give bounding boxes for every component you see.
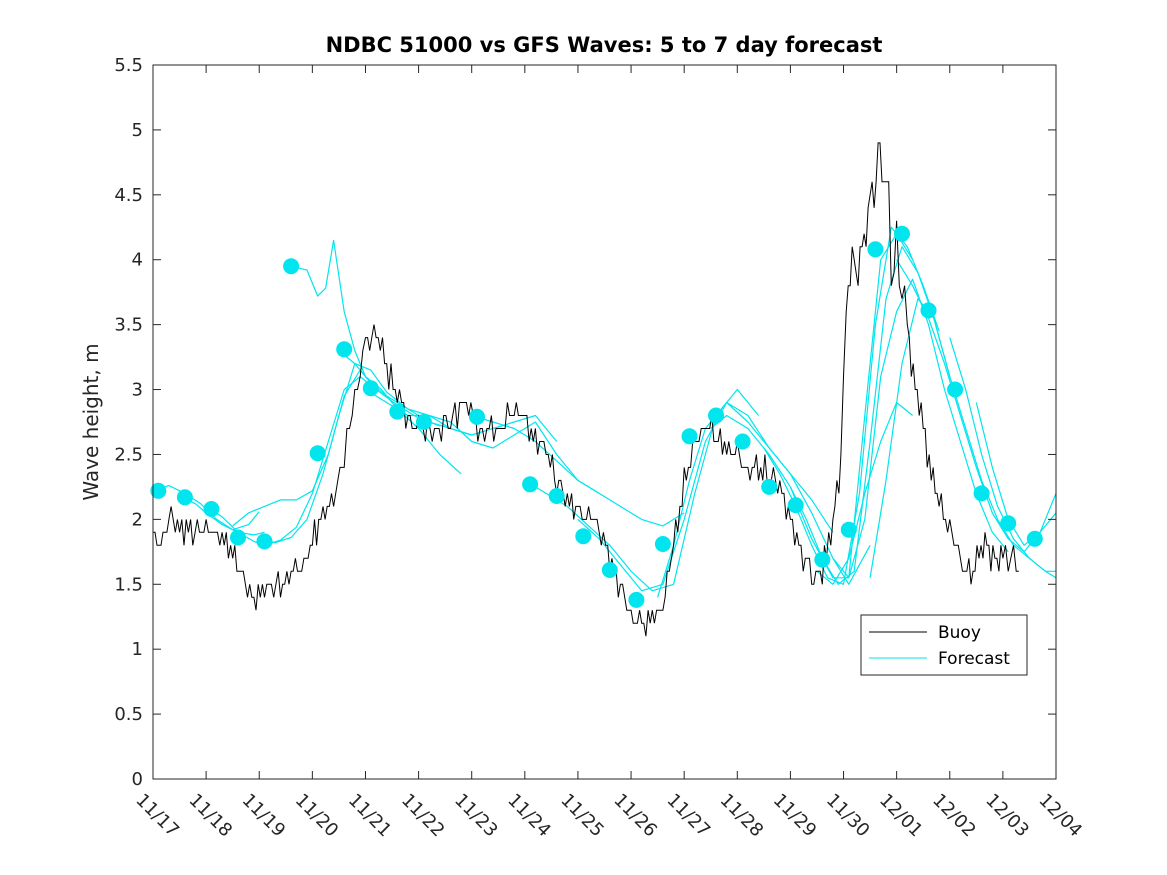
y-tick-label: 3 bbox=[132, 380, 143, 401]
forecast-marker bbox=[628, 591, 645, 608]
forecast-marker bbox=[681, 428, 698, 445]
y-tick-label: 1 bbox=[132, 639, 143, 660]
forecast-run-line bbox=[471, 414, 685, 527]
axes-box bbox=[152, 64, 1057, 780]
y-tick-label: 2 bbox=[132, 509, 143, 530]
y-tick-label: 2.5 bbox=[114, 444, 143, 465]
y-tick-label: 5 bbox=[132, 120, 143, 141]
y-tick-label: 5.5 bbox=[114, 55, 143, 76]
forecast-marker bbox=[920, 302, 937, 319]
forecast-marker bbox=[469, 408, 485, 425]
forecast-marker bbox=[947, 381, 964, 398]
forecast-marker bbox=[230, 529, 246, 546]
forecast-marker bbox=[522, 476, 539, 493]
forecast-run-line bbox=[657, 401, 871, 598]
forecast-marker bbox=[362, 380, 379, 397]
y-tick-label: 3.5 bbox=[114, 315, 143, 336]
y-tick-label: 4.5 bbox=[114, 185, 143, 206]
legend-box bbox=[860, 614, 1028, 676]
y-tick-label: 4 bbox=[132, 250, 143, 271]
forecast-run-line bbox=[290, 239, 462, 475]
forecast-run-line bbox=[179, 495, 265, 536]
forecast-run-line bbox=[816, 401, 913, 585]
forecast-marker bbox=[894, 225, 910, 242]
forecast-marker bbox=[761, 478, 778, 495]
forecast-marker bbox=[601, 562, 618, 578]
forecast-marker bbox=[787, 497, 804, 514]
forecast-marker bbox=[708, 407, 724, 424]
forecast-marker bbox=[840, 521, 857, 538]
y-tick-label: 1.5 bbox=[114, 574, 143, 595]
forecast-marker bbox=[203, 501, 220, 517]
buoy-line-group bbox=[153, 142, 1019, 637]
legend-forecast-label: Forecast bbox=[938, 649, 1010, 669]
forecast-marker bbox=[1026, 530, 1043, 547]
forecast-marker bbox=[654, 536, 671, 552]
forecast-marker bbox=[575, 528, 592, 545]
forecast-marker bbox=[734, 433, 751, 450]
forecast-marker bbox=[389, 403, 406, 420]
forecast-marker bbox=[814, 551, 831, 568]
forecast-marker bbox=[256, 533, 273, 550]
forecast-marker bbox=[973, 485, 990, 502]
forecast-marker bbox=[150, 482, 167, 499]
y-tick-label: 0.5 bbox=[114, 704, 143, 725]
y-axis-label: Wave height, m bbox=[79, 343, 103, 500]
forecast-marker bbox=[1000, 515, 1017, 532]
forecast-marker bbox=[309, 445, 326, 462]
y-axis: 0 0.5 1 1.5 2 2.5 3 3.5 4 4.5 5 5.5 bbox=[114, 55, 1056, 790]
forecast-run-line bbox=[789, 246, 951, 585]
forecast-marker bbox=[867, 241, 884, 258]
forecast-marker bbox=[548, 488, 565, 504]
legend-buoy-label: Buoy bbox=[938, 623, 981, 643]
forecast-marker bbox=[283, 258, 300, 275]
forecast-run-line bbox=[975, 402, 1057, 546]
forecast-run-line bbox=[338, 350, 558, 442]
forecast-marker bbox=[336, 341, 353, 358]
y-tick-label: 0 bbox=[132, 769, 143, 790]
forecast-markers-group bbox=[150, 225, 1043, 608]
chart-title: NDBC 51000 vs GFS Waves: 5 to 7 day fore… bbox=[326, 33, 883, 57]
legend: Buoy Forecast bbox=[860, 614, 1028, 676]
forecast-marker bbox=[415, 414, 432, 430]
buoy-series-line bbox=[153, 142, 1019, 637]
forecast-run-line bbox=[205, 376, 377, 546]
forecast-marker bbox=[176, 489, 193, 506]
